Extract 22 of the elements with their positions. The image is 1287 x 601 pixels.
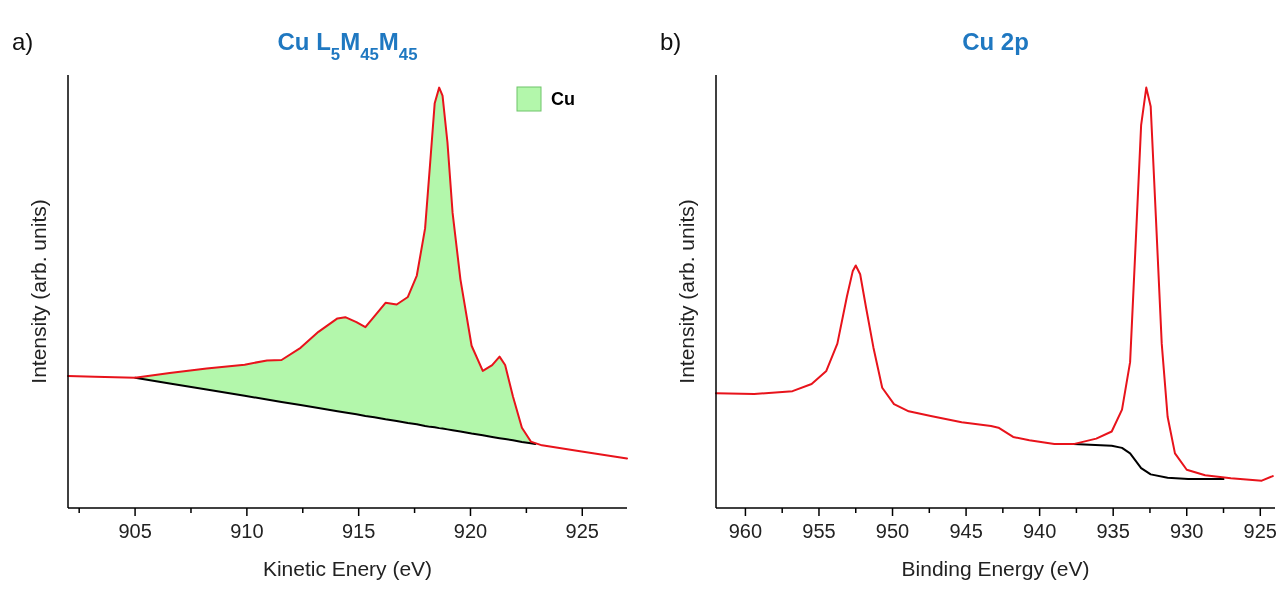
x-tick-label: 930 [1170,520,1204,542]
chart-title: Cu 2p [962,28,1029,55]
x-tick-label: 905 [118,520,152,542]
x-tick-label: 910 [230,520,264,542]
legend-label: Cu [551,89,575,109]
y-axis-title: Intensity (arb. units) [675,199,698,384]
text: a) [12,28,34,55]
x-axis-title: Kinetic Enery (eV) [262,557,433,580]
x-tick-label: 945 [949,520,983,542]
x-tick-label: 935 [1096,520,1130,542]
x-tick-label: 960 [728,520,763,542]
text: b) [660,28,682,55]
x-tick-label: 925 [565,520,599,542]
x-tick-label: 925 [1243,520,1277,542]
x-tick-label: 940 [1022,520,1057,542]
x-tick-label: 915 [341,520,376,542]
x-tick-label: 920 [453,520,488,542]
x-tick-label: 955 [802,520,836,542]
y-axis-title: Intensity (arb. units) [27,199,50,384]
x-axis-title: Binding Energy (eV) [901,557,1090,580]
chart-title: Cu L$_{5}$M$_{45}$M$_{45}$ [277,28,418,64]
x-tick-label: 950 [875,520,910,542]
